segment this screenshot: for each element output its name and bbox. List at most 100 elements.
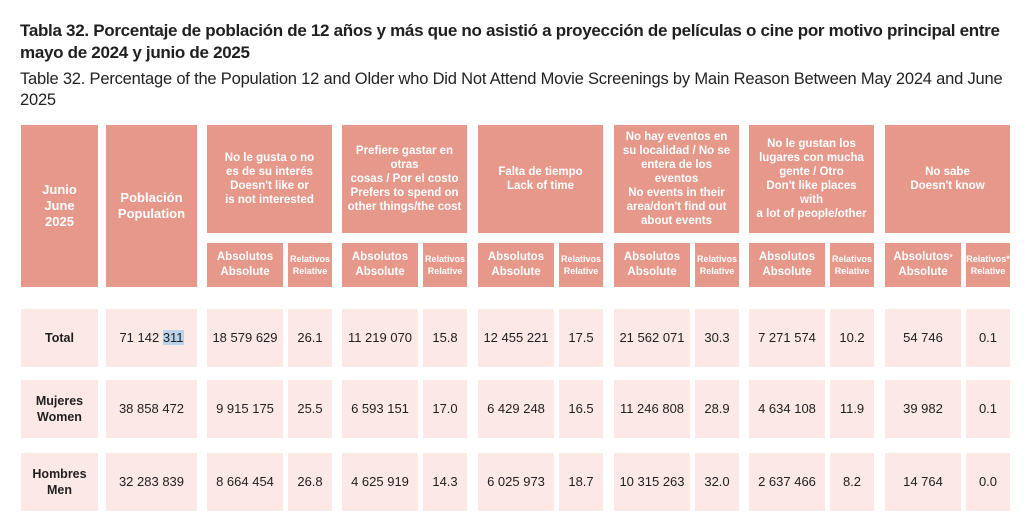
row-label-es: Total xyxy=(45,331,74,345)
absolute-value: 11 246 808 xyxy=(614,380,690,438)
population-value: 71 142 311 xyxy=(106,309,197,367)
reason-line: Lack of time xyxy=(506,180,575,192)
header-population: Población Population xyxy=(106,125,197,287)
row-label: Hombres Men xyxy=(21,453,98,511)
relative-value: 30.3 xyxy=(695,309,739,367)
relative-label-en: Relative xyxy=(563,266,599,276)
absolute-value: 6 593 151 xyxy=(342,380,418,438)
population-value: 32 283 839 xyxy=(106,453,197,511)
absolute-label-en: Absolute xyxy=(762,266,812,278)
reason-line: su localidad / No se xyxy=(622,145,731,157)
population-number: 71 142 xyxy=(119,330,163,345)
relative-value: 10.2 xyxy=(830,309,874,367)
absolute-value: 2 637 466 xyxy=(749,453,825,511)
row-label-es: Hombres xyxy=(32,467,87,481)
absolute-label-es: Absolutos xyxy=(623,251,681,263)
period-label-es: Junio xyxy=(42,182,77,197)
absolute-label-en: Absolute xyxy=(355,266,405,278)
absolute-value: 4 634 108 xyxy=(749,380,825,438)
header-absolute: Absolutos Absolute xyxy=(478,243,554,287)
relative-value: 0.1 xyxy=(966,380,1010,438)
header-absolute: Absolutos Absolute xyxy=(342,243,418,287)
relative-label-es: Relativos xyxy=(966,254,1007,264)
absolute-label-en: Absolute xyxy=(220,266,270,278)
reason-line: area/don't find out xyxy=(626,201,727,213)
row-label-es: Mujeres xyxy=(35,394,84,408)
absolute-label-es: Absolutos xyxy=(216,251,274,263)
reason-line: is not interested xyxy=(225,194,314,206)
header-absolute: Absolutos Absolute xyxy=(749,243,825,287)
relative-value: 16.5 xyxy=(559,380,603,438)
header-relative: Relativos Relative xyxy=(288,243,332,287)
header-reason-5: No le gustan los lugares con mucha gente /… xyxy=(749,125,874,233)
header-absolute: Absolutos Absolute xyxy=(207,243,283,287)
absolute-value: 8 664 454 xyxy=(207,453,283,511)
relative-label-en: Relative xyxy=(970,266,1006,276)
absolute-label-en: Absolute xyxy=(898,266,948,278)
absolute-value: 54 746 xyxy=(885,309,961,367)
relative-label-en: Relative xyxy=(292,266,328,276)
table-title-english: Table 32. Percentage of the Population 1… xyxy=(20,70,1003,109)
relative-value: 26.8 xyxy=(288,453,332,511)
header-reason-6: No sabe Doesn't know xyxy=(885,125,1010,233)
relative-label-en: Relative xyxy=(834,266,870,276)
relative-value: 26.1 xyxy=(288,309,332,367)
reason-line: a lot of people/other xyxy=(756,208,867,220)
absolute-value: 39 982 xyxy=(885,380,961,438)
absolute-label-es: Absolutos xyxy=(351,251,409,263)
selected-text-highlight: 311 xyxy=(162,330,184,345)
period-label-en: June xyxy=(44,198,75,213)
header-relative: Relativos Relative xyxy=(695,243,739,287)
reason-line: No events in their xyxy=(628,187,725,199)
row-label: Total xyxy=(21,309,98,367)
relative-label-es: Relativos xyxy=(696,254,738,264)
population-number: 38 858 472 xyxy=(118,401,185,416)
absolute-value: 10 315 263 xyxy=(614,453,690,511)
table-title-spanish: Tabla 32. Porcentaje de población de 12 … xyxy=(20,21,1000,62)
header-relative: Relativos Relative xyxy=(830,243,874,287)
relative-value: 8.2 xyxy=(830,453,874,511)
reason-line: Don't like places with xyxy=(766,180,857,206)
absolute-value: 6 025 973 xyxy=(478,453,554,511)
reason-line: No sabe xyxy=(925,166,970,178)
absolute-value: 21 562 071 xyxy=(614,309,690,367)
reason-line: Prefiere gastar en otras xyxy=(355,145,454,171)
row-label-en: Women xyxy=(37,410,82,424)
absolute-value: 14 764 xyxy=(885,453,961,511)
reason-line: Doesn't like or xyxy=(230,180,309,192)
period-year: 2025 xyxy=(45,214,74,229)
relative-value: 28.9 xyxy=(695,380,739,438)
reason-line: No hay eventos en xyxy=(625,131,728,143)
population-value: 38 858 472 xyxy=(106,380,197,438)
row-label-en: Men xyxy=(47,483,72,497)
relative-label-es: Relativos xyxy=(289,254,331,264)
reason-line: other things/the cost xyxy=(347,201,462,213)
population-label-es: Población xyxy=(120,190,183,205)
relative-value: 25.5 xyxy=(288,380,332,438)
reason-line: Prefers to spend on xyxy=(350,187,459,199)
absolute-value: 7 271 574 xyxy=(749,309,825,367)
reason-line: es de su interés xyxy=(226,166,313,178)
header-period: Junio June 2025 xyxy=(21,125,98,287)
reason-line: about events xyxy=(641,215,712,227)
absolute-value: 11 219 070 xyxy=(342,309,418,367)
absolute-label-en: Absolute xyxy=(491,266,541,278)
header-absolute: Absolutos* Absolute xyxy=(885,243,961,287)
absolute-value: 9 915 175 xyxy=(207,380,283,438)
asterisk-mark: * xyxy=(949,253,953,262)
absolute-label-es: Absolutos xyxy=(758,251,816,263)
reason-line: Doesn't know xyxy=(910,180,985,192)
reason-line: lugares con mucha xyxy=(759,152,864,164)
relative-value: 11.9 xyxy=(830,380,874,438)
reason-line: Falta de tiempo xyxy=(498,166,583,178)
relative-value: 18.7 xyxy=(559,453,603,511)
header-reason-2: Prefiere gastar en otras cosas / Por el c… xyxy=(342,125,467,233)
relative-label-en: Relative xyxy=(427,266,463,276)
relative-value: 32.0 xyxy=(695,453,739,511)
population-label-en: Population xyxy=(117,206,186,221)
row-label: Mujeres Women xyxy=(21,380,98,438)
relative-value: 17.5 xyxy=(559,309,603,367)
header-absolute: Absolutos Absolute xyxy=(614,243,690,287)
absolute-value: 4 625 919 xyxy=(342,453,418,511)
reason-line: cosas / Por el costo xyxy=(350,173,459,185)
